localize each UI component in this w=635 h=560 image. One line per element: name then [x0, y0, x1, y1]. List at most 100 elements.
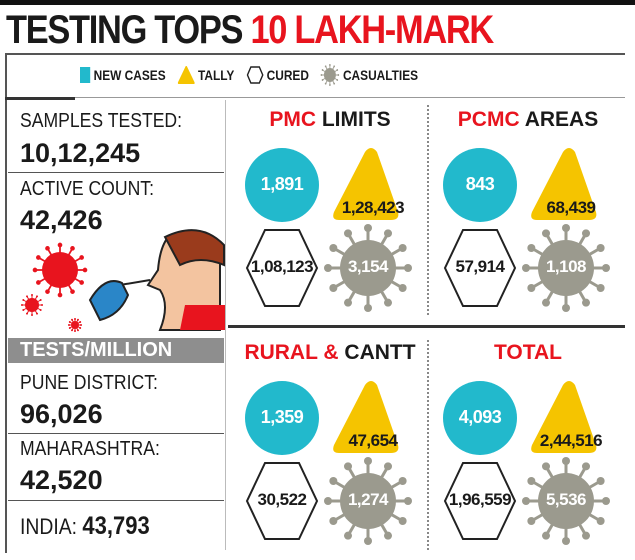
tally-triangle-icon [333, 148, 399, 220]
divider [8, 500, 224, 501]
panel-title: RURAL & CANTT [235, 341, 425, 365]
virus-spike-tip [57, 242, 63, 248]
virus-spike-tip [39, 299, 42, 301]
virus-spike-tip [71, 318, 73, 321]
legend: NEW CASES TALLY CURED CASUALTIES [80, 64, 418, 86]
virus-body [538, 240, 594, 296]
virus-spike-tip [398, 284, 407, 292]
virus-spike-tip [344, 298, 352, 307]
panel-title: TOTAL [433, 341, 623, 365]
virus-spike-tip [596, 517, 605, 525]
virus-spike-tip [384, 531, 392, 540]
new-cases-circle-icon [245, 381, 319, 455]
new-cases-circle-icon [245, 148, 319, 222]
virus-spike-tip [329, 84, 332, 86]
top-bar [0, 0, 635, 5]
nasal-swab-illustration-icon [21, 229, 225, 332]
virus-spike-tip [320, 74, 323, 76]
virus-spike-tip [333, 82, 336, 85]
panel-rural-cantt: RURAL & CANTT 1,359 47,654 30,522 1,274 [235, 333, 425, 548]
casualties-virus-icon [522, 224, 610, 312]
panel-title-black: AREAS [524, 108, 599, 131]
virus-spike-tip [68, 324, 70, 326]
panel-title-red: PMC [269, 108, 316, 131]
divider [5, 53, 625, 55]
virus-spike-tip [321, 79, 324, 81]
casualties-value: 3,154 [347, 257, 389, 276]
new-cases-value: 1,891 [260, 174, 304, 194]
virus-spike-tip [562, 537, 570, 545]
virus-spike-tip [324, 264, 332, 272]
active-count-value: 42,426 [20, 205, 103, 235]
virus-spike-tip [527, 284, 536, 292]
virus-spike-tip [32, 267, 38, 273]
virus-spike-tip [82, 267, 88, 273]
panel-title-red: RURAL & [244, 341, 339, 364]
virus-spike-tip [36, 255, 41, 260]
pune-district-value: 96,026 [20, 399, 103, 429]
virus-spike-tip [364, 304, 372, 312]
virus-spike-tip [325, 65, 327, 68]
panel-pmc: PMC LIMITS 1,891 1,28,423 1,08,123 3,154 [235, 100, 425, 315]
virus-body [538, 473, 594, 529]
virus-spike-tip [596, 244, 605, 252]
virus-spike-tip [336, 69, 339, 71]
divider [8, 433, 224, 434]
virus-spike-tip [324, 497, 332, 505]
virus-spike-tip [384, 229, 392, 238]
tally-value: 68,439 [546, 198, 597, 217]
cured-hexagon-icon [245, 229, 319, 307]
virus-spike-tip [22, 309, 25, 311]
cured-value: 1,96,559 [448, 490, 512, 509]
tests-per-million-header: TESTS/MILLION [8, 338, 224, 363]
virus-spike-tip [325, 82, 327, 85]
virus-spike-tip [70, 289, 75, 294]
headline: TESTING TOPS 10 LAKH-MARK [6, 8, 494, 53]
virus-spike-tip [26, 312, 28, 315]
virus-spike-tip [329, 477, 338, 485]
new-cases-value: 1,359 [260, 407, 304, 427]
virus-spike-tip [582, 229, 590, 238]
virus-spike-tip [321, 69, 324, 71]
dotted-divider [427, 105, 429, 315]
triangle-icon [177, 66, 195, 84]
virus-spike-tip [527, 244, 536, 252]
virus-spike-tip [344, 462, 352, 471]
virus-spike-tip [36, 280, 41, 285]
headline-black: TESTING TOPS [6, 8, 243, 52]
casualties-value: 1,274 [347, 490, 389, 509]
panel-pcmc: PCMC AREAS 843 68,439 57,914 1,108 [433, 100, 623, 315]
panel-title: PMC LIMITS [235, 108, 425, 132]
panel-title-black: CANTT [344, 341, 416, 364]
maharashtra-value: 42,520 [20, 465, 103, 495]
divider [5, 97, 75, 100]
cured-value: 30,522 [257, 490, 308, 509]
virus-spike-tip [77, 318, 79, 321]
virus-body [340, 473, 396, 529]
virus-spike-tip [562, 304, 570, 312]
virus-spike-tip [542, 462, 550, 471]
virus-spike-tip [398, 477, 407, 485]
virus-spike-tip [344, 229, 352, 238]
cured-value: 1,08,123 [250, 257, 314, 276]
virus-spike-tip [36, 312, 38, 315]
casualties-virus-icon [324, 457, 412, 545]
casualties-value: 1,108 [545, 257, 587, 276]
tally-triangle-icon [531, 381, 597, 453]
legend-tally: TALLY [197, 67, 235, 83]
hexagon-icon [246, 66, 264, 84]
virus-spike-tip [329, 517, 338, 525]
virus-spike-tip [74, 318, 76, 320]
casualties-value: 5,536 [545, 490, 587, 509]
legend-new-cases: NEW CASES [93, 67, 166, 83]
virus-spike-tip [77, 329, 79, 332]
divider [5, 97, 625, 98]
pune-district-label: PUNE DISTRICT: [20, 372, 158, 394]
virus-spike-tip [596, 477, 605, 485]
virus-body [340, 240, 396, 296]
virus-spike-tip [404, 264, 412, 272]
virus-spike-tip [79, 327, 82, 329]
virus-spike-tip [398, 517, 407, 525]
tally-value: 1,28,423 [341, 198, 405, 217]
legend-casualties: CASUALTIES [342, 67, 419, 83]
